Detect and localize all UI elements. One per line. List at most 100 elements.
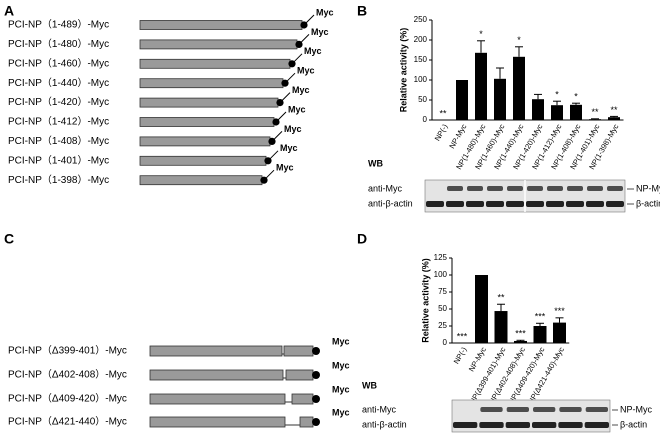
band-label: NP-Myc (636, 183, 660, 193)
significance: * (555, 90, 559, 100)
tag-ball (260, 176, 268, 184)
panel-label: A (4, 3, 14, 19)
blot-band (467, 186, 483, 191)
construct-label: PCI-NP（Δ402-408）-Myc (8, 369, 127, 381)
blot-header: WB (368, 158, 383, 168)
blot-band (566, 201, 584, 207)
blot-band (505, 422, 530, 428)
blot-band (466, 201, 484, 207)
significance: ** (497, 293, 505, 303)
construct-label: PCI-NP（1-460）-Myc (8, 57, 109, 69)
construct-label: PCI-NP（1-420）-Myc (8, 96, 109, 108)
construct-label: PCI-NP（1-489）-Myc (8, 19, 109, 31)
blot-header: WB (362, 380, 377, 390)
construct-bar (139, 20, 303, 30)
blot-image (451, 399, 611, 433)
bar (494, 311, 508, 343)
panel-label: D (357, 231, 367, 247)
blot-row-label: anti-β-actin (368, 198, 413, 208)
blot-band (547, 186, 563, 191)
construct-label: PCI-NP（1-408）-Myc (8, 135, 109, 147)
bar (589, 119, 601, 120)
tag-label: Myc (332, 407, 350, 417)
blot-row-label: anti-Myc (362, 404, 397, 414)
y-tick-label: 0 (423, 115, 428, 124)
y-tick-label: 200 (414, 35, 428, 44)
tag-ball (288, 60, 296, 68)
y-tick-label: 125 (434, 253, 448, 262)
bar (494, 78, 506, 120)
y-tick-label: 100 (414, 75, 428, 84)
y-tick-label: 150 (414, 55, 428, 64)
construct-label: PCI-NP（1-412）-Myc (8, 116, 109, 128)
construct-bar (149, 393, 286, 405)
tag-ball (264, 157, 272, 165)
construct-bar (149, 345, 283, 357)
bar (475, 52, 487, 120)
significance: ** (439, 108, 447, 118)
construct-bar (299, 416, 314, 428)
construct-bar (149, 416, 286, 428)
construct-bar (285, 369, 314, 381)
significance: ** (591, 107, 599, 117)
y-tick-label: 250 (414, 15, 428, 24)
y-tick-label: 50 (418, 95, 427, 104)
y-tick-label: 0 (443, 338, 448, 347)
bar (514, 340, 527, 343)
band-label: NP-Myc (620, 404, 652, 414)
significance: *** (535, 312, 546, 322)
blot-band (546, 201, 564, 207)
blot-band (533, 407, 556, 412)
tag-label: Myc (292, 85, 310, 95)
blot-band (479, 422, 504, 428)
significance: ** (610, 105, 618, 115)
x-tick-label: NP(-) (433, 122, 450, 142)
x-tick-label: NP(Δ421-440)-Myc (526, 345, 566, 405)
bar (553, 322, 566, 343)
tag-label: Myc (280, 143, 298, 153)
y-tick-label: 75 (438, 287, 447, 296)
tag-label: Myc (332, 384, 350, 394)
tag-label: Myc (276, 163, 294, 173)
tag-label: Myc (332, 336, 350, 346)
significance: *** (457, 331, 468, 341)
significance: * (479, 29, 483, 39)
bar (532, 99, 544, 120)
blot-band (527, 186, 543, 191)
bar (608, 117, 620, 120)
significance: *** (515, 329, 526, 339)
construct-label: PCI-NP（Δ409-420）-Myc (8, 393, 127, 405)
bar (513, 56, 525, 120)
blot-row-label: anti-Myc (368, 183, 403, 193)
bar (475, 275, 488, 343)
construct-bar (139, 97, 279, 108)
blot-band (607, 186, 623, 191)
tag-label: Myc (304, 46, 322, 56)
blot-band (487, 186, 503, 191)
blot-band (587, 186, 603, 191)
construct-bar (139, 39, 298, 50)
construct-bar (283, 345, 314, 357)
y-axis-label: Relative activity (%) (420, 258, 430, 343)
construct-bar (291, 393, 314, 405)
significance: * (517, 35, 521, 45)
blot-band (559, 407, 582, 412)
blot-band (486, 201, 504, 207)
construct-label: PCI-NP（1-401）-Myc (8, 154, 109, 166)
construct-bar (139, 78, 284, 89)
tag-label: Myc (284, 124, 302, 134)
blot-band (526, 201, 544, 207)
blot-band (480, 407, 503, 412)
bar (551, 105, 563, 120)
tag-ball (312, 371, 320, 379)
construct-bar (139, 117, 275, 127)
tag-ball (276, 99, 284, 107)
y-tick-label: 100 (434, 270, 448, 279)
blot-band (446, 201, 464, 207)
blot-band (606, 201, 624, 207)
blot-band (585, 407, 608, 412)
blot-band (453, 422, 478, 428)
tag-ball (272, 118, 280, 126)
blot-band (586, 201, 604, 207)
